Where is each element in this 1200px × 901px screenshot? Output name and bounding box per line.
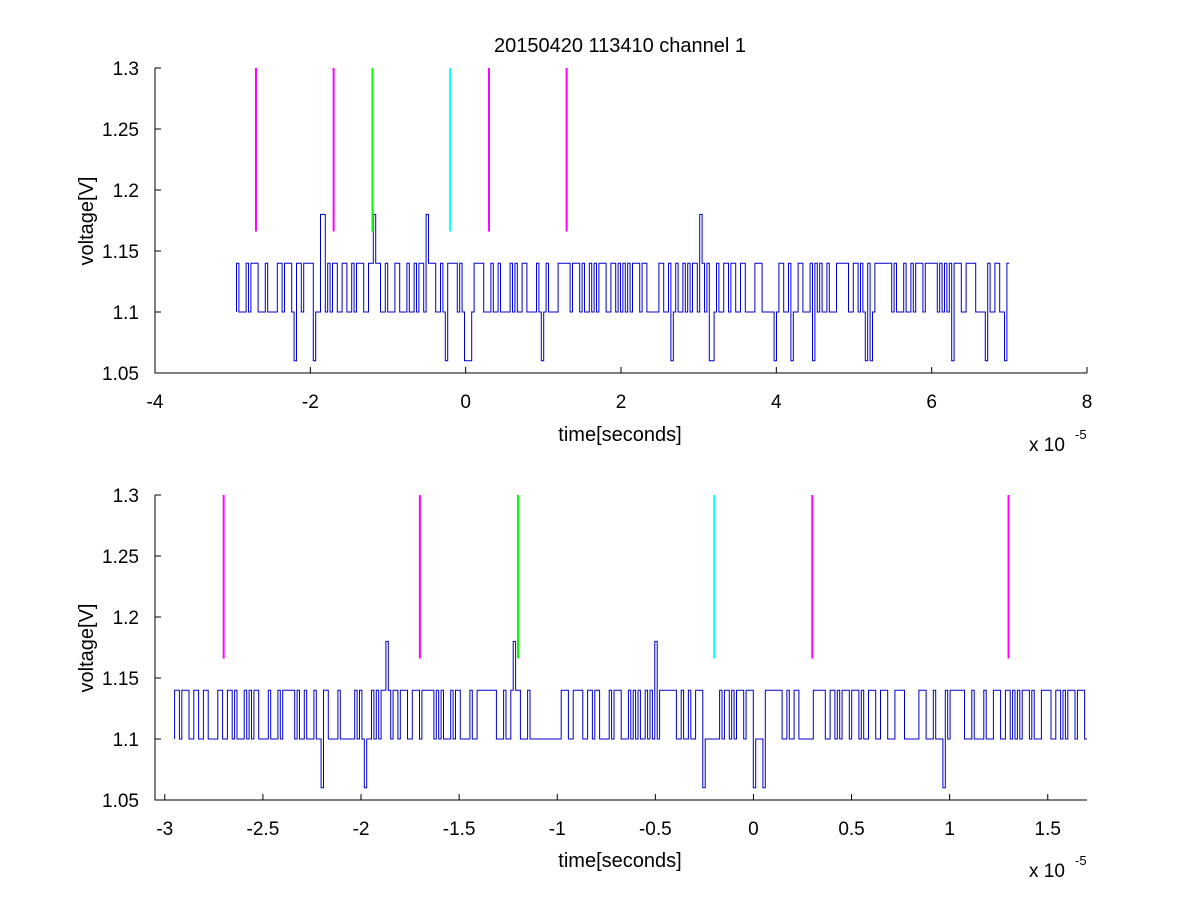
bottom-plot-x-exponent: -5	[1075, 853, 1087, 868]
top-plot-axes-frame	[154, 68, 1087, 374]
bottom-plot-xtick-label: 1.5	[1035, 819, 1061, 840]
top-plot-xtick-label: -4	[147, 392, 164, 413]
bottom-plot-xlabel: time[seconds]	[558, 850, 681, 872]
bottom-plot-ytick-label: 1.2	[113, 608, 139, 629]
top-plot-xtick-label: 6	[926, 392, 937, 413]
bottom-plot-xtick-label: -1	[549, 819, 566, 840]
bottom-plot-xtick-label: 1	[944, 819, 955, 840]
top-plot-xtick-label: 0	[460, 392, 471, 413]
top-plot-signal-line	[236, 213, 1010, 362]
top-plot-ytick-label: 1.25	[102, 120, 139, 141]
bottom-plot-signal-line	[174, 640, 1087, 789]
bottom-plot-xtick-label: -2	[353, 819, 370, 840]
top-plot-xlabel: time[seconds]	[558, 424, 681, 446]
bottom-plot-ytick-label: 1.25	[102, 547, 139, 568]
bottom-plot-ytick-label: 1.3	[113, 486, 139, 507]
bottom-plot-ytick-label: 1.1	[113, 730, 139, 751]
bottom-plot-x-multiplier: x 10	[1029, 861, 1065, 882]
bottom-plot-ylabel: voltage[V]	[76, 604, 98, 693]
bottom-plot: -3 -2.5 -2 -1.5 -1 -0.5 0 0.5 1 1.5 1.05 1.1 1.15 1.2…	[76, 486, 1087, 882]
top-plot-xtick-label: -2	[302, 392, 319, 413]
bottom-plot-axes-frame	[154, 495, 1087, 801]
top-plot-ytick-label: 1.2	[113, 181, 139, 202]
top-plot-ytick-label: 1.1	[113, 303, 139, 324]
bottom-plot-xtick-label: -3	[156, 819, 173, 840]
bottom-plot-series	[174, 640, 1087, 789]
top-plot-ytick-label: 1.05	[102, 364, 139, 385]
bottom-plot-markers	[222, 495, 1010, 659]
top-plot-x-exponent: -5	[1075, 427, 1087, 442]
bottom-plot-xtick-label: -0.5	[639, 819, 672, 840]
top-plot-ytick-label: 1.3	[113, 59, 139, 80]
top-plot-title: 20150420 113410 channel 1	[494, 35, 746, 57]
top-plot-series	[236, 213, 1010, 362]
top-plot-xtick-label: 4	[771, 392, 782, 413]
top-plot-x-multiplier: x 10	[1029, 435, 1065, 456]
top-plot-xtick-label: 2	[616, 392, 627, 413]
top-plot: 20150420 113410 channel 1 -4 -2 0 2 4 6 8 1.05 1…	[76, 35, 1092, 456]
bottom-plot-ytick-label: 1.05	[102, 791, 139, 812]
bottom-plot-xtick-label: -1.5	[443, 819, 476, 840]
bottom-plot-xtick-label: 0	[748, 819, 759, 840]
bottom-plot-ytick-label: 1.15	[102, 669, 139, 690]
top-plot-ticks: -4 -2 0 2 4 6 8 1.05 1.1 1.15 1.2 1.25 1.3	[102, 59, 1092, 413]
bottom-plot-xtick-label: 0.5	[838, 819, 864, 840]
top-plot-markers	[254, 68, 568, 232]
top-plot-xtick-label: 8	[1082, 392, 1093, 413]
bottom-plot-ticks: -3 -2.5 -2 -1.5 -1 -0.5 0 0.5 1 1.5 1.05 1.1 1.15 1.2…	[102, 486, 1061, 840]
top-plot-ylabel: voltage[V]	[76, 177, 98, 266]
top-plot-ytick-label: 1.15	[102, 242, 139, 263]
bottom-plot-xtick-label: -2.5	[247, 819, 280, 840]
